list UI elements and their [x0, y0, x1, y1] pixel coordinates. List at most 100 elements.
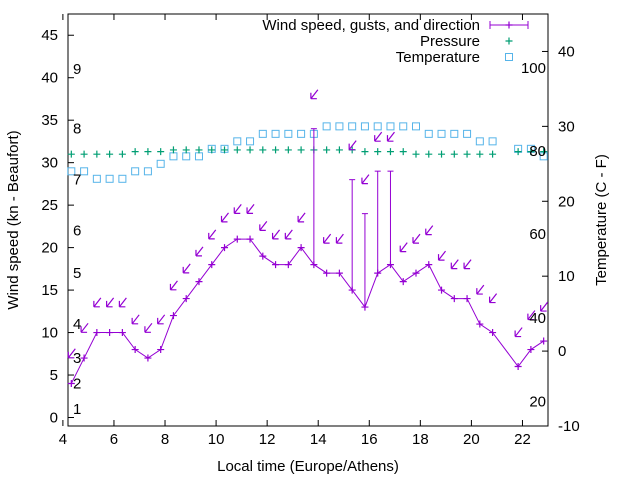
pressure-point — [131, 148, 139, 156]
wind-speed-point — [169, 312, 177, 320]
wind-direction-arrow — [310, 89, 319, 100]
temperature-point — [105, 174, 114, 183]
wind-speed-point — [157, 346, 165, 354]
beaufort-label: 9 — [73, 61, 81, 78]
wind-direction-arrow — [361, 174, 370, 185]
wind-speed-point — [93, 329, 101, 337]
pressure-point — [514, 148, 522, 156]
wind-speed-point — [80, 354, 88, 362]
fahrenheit-label: 60 — [529, 226, 546, 243]
wind-direction-arrow — [169, 280, 178, 291]
temperature-point — [258, 129, 267, 138]
pressure-point — [438, 150, 446, 158]
wind-speed-point — [527, 346, 535, 354]
axis-ticks: 4 6 8 10 12 14 16 18 20 22051015202530354045-1001… — [41, 14, 580, 448]
wind-speed-point — [323, 269, 331, 277]
temperature-point — [156, 159, 165, 168]
pressure-point — [106, 150, 114, 158]
wind-speed-point — [246, 235, 254, 243]
pressure-point — [374, 148, 382, 156]
pressure-point — [169, 146, 177, 154]
wind-speed-point — [67, 380, 75, 388]
temperature-point — [322, 122, 331, 131]
x-tick-label: 16 — [361, 431, 378, 448]
wind-speed-point — [310, 261, 318, 269]
temperature-point — [246, 137, 255, 146]
wind-direction-arrow — [208, 229, 217, 240]
y2-tick-label: 30 — [558, 118, 575, 135]
temperature-point — [284, 129, 293, 138]
legend-swatch-temperature — [505, 53, 513, 61]
wind-speed-point — [208, 261, 216, 269]
wind-speed-point — [259, 252, 267, 260]
pressure-point — [144, 148, 152, 156]
pressure-point — [297, 146, 305, 154]
wind-direction-arrow — [80, 322, 89, 333]
y-tick-label: 30 — [41, 155, 58, 172]
wind-speed-point — [438, 286, 446, 294]
temperature-point — [373, 122, 382, 131]
temperature-point — [271, 129, 280, 138]
wind-direction-arrow — [271, 229, 281, 240]
y-tick-label: 25 — [41, 197, 58, 214]
y-tick-label: 0 — [50, 410, 58, 427]
y2-axis-title: Temperature (C - F) — [593, 154, 610, 286]
pressure-point — [489, 150, 497, 158]
legend: Wind speed, gusts, and directionPressure… — [262, 17, 529, 66]
temperature-point — [450, 129, 459, 138]
pressure-point — [335, 146, 343, 154]
wind-direction-arrow — [246, 204, 255, 214]
temperature-point — [335, 122, 344, 131]
temperature-point — [488, 137, 497, 146]
legend-label-wind: Wind speed, gusts, and direction — [262, 17, 480, 34]
wind-direction-arrow — [514, 327, 523, 338]
x-tick-label: 6 — [110, 431, 118, 448]
wind-direction-arrow — [527, 310, 536, 321]
beaufort-label: 7 — [73, 172, 81, 189]
beaufort-label: 8 — [73, 121, 81, 138]
wind-direction-arrow — [386, 131, 395, 142]
temperature-point — [424, 129, 433, 138]
wind-speed-point — [540, 337, 548, 345]
wind-direction-arrow — [106, 297, 115, 308]
wind-direction-arrow — [348, 140, 357, 151]
y-axis-title: Wind speed (kn - Beaufort) — [5, 130, 22, 309]
wind-direction-arrow — [93, 297, 102, 308]
pressure-point — [399, 148, 407, 156]
wind-speed-point — [233, 235, 241, 243]
beaufort-label: 2 — [73, 376, 81, 393]
wind-direction-arrow — [220, 212, 229, 223]
wind-speed-point — [450, 295, 458, 303]
pressure-point — [118, 150, 126, 158]
wind-direction-arrow — [157, 314, 166, 325]
temperature-point — [297, 129, 306, 138]
fahrenheit-label: 20 — [529, 393, 546, 410]
wind-speed-point — [272, 261, 280, 269]
temperature-point — [67, 167, 76, 176]
temperature-point — [412, 122, 420, 131]
x-tick-label: 18 — [412, 431, 429, 448]
wind-speed-point — [195, 278, 203, 286]
wind-direction-arrow — [450, 259, 459, 270]
temperature-point — [194, 152, 203, 161]
wind-direction-arrow — [540, 301, 549, 312]
x-axis-title: Local time (Europe/Athens) — [217, 458, 399, 475]
temperature-point — [131, 167, 140, 176]
fahrenheit-label: 100 — [521, 60, 546, 77]
wind-speed-point — [106, 329, 114, 337]
pressure-point — [476, 150, 484, 158]
wind-speed-line — [70, 238, 544, 384]
y2-tick-label: 20 — [558, 193, 575, 210]
x-tick-label: 12 — [259, 431, 276, 448]
temperature-point — [399, 122, 408, 131]
temperature-point — [92, 174, 101, 183]
y2-tick-label: 40 — [558, 43, 575, 60]
wind-direction-arrow — [131, 314, 140, 325]
beaufort-label: 6 — [73, 223, 81, 240]
wind-speed-point — [425, 261, 433, 269]
pressure-point — [221, 146, 229, 154]
temperature-point — [143, 167, 152, 176]
temperature-point — [182, 152, 191, 161]
pressure-point — [195, 146, 203, 154]
